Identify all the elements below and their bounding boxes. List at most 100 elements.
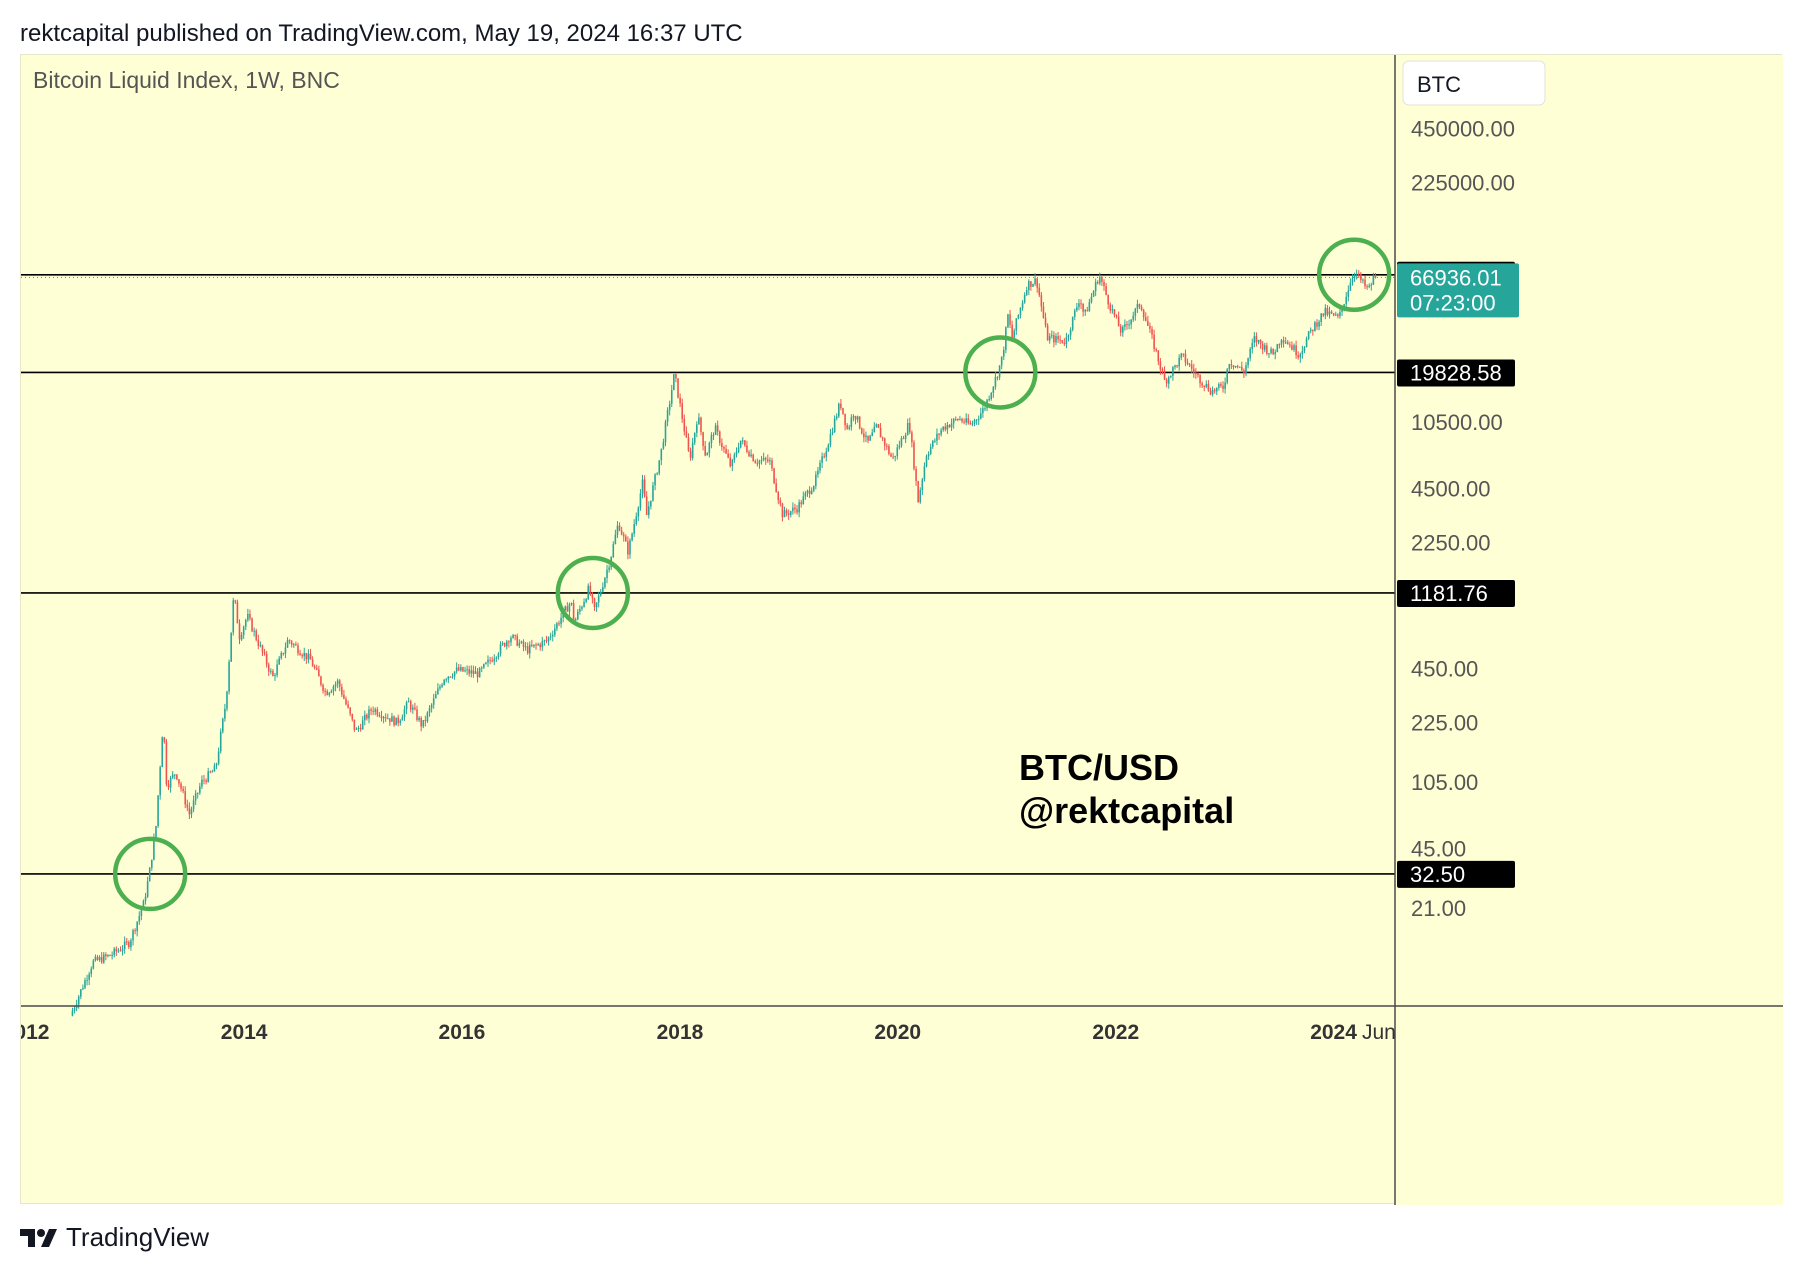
candle-body [934,440,936,442]
candle-298 [693,432,696,445]
candle-316 [731,458,734,472]
highlight-circle-2 [963,335,1038,410]
candle-584 [1291,341,1293,351]
candle-535 [1188,362,1191,367]
candle-492 [1099,272,1101,286]
candle-36 [146,876,149,898]
level-badge-value: 1181.76 [1410,581,1488,606]
candle-302 [702,431,704,451]
candle-367 [838,402,840,418]
candle-body [205,780,207,782]
candle-563 [1247,357,1249,369]
candle-body [88,974,90,980]
candle-body [1224,382,1226,389]
candle-body [1192,368,1195,374]
candle-392 [890,452,892,458]
candle-body [434,694,437,699]
candle-body [1345,296,1348,305]
candle-body [1353,274,1356,279]
candle-body [251,618,253,632]
candle-body [476,671,479,678]
candle-381 [867,435,869,444]
candle-body [480,667,483,669]
candle-54 [184,786,187,809]
candle-162 [409,699,412,713]
candle-body [222,718,224,732]
price-chart[interactable]: Bitcoin Liquid Index, 1W, BNC BTC/USD @r… [3,55,1783,1205]
candle-384 [873,422,876,433]
candle-543 [1205,380,1208,389]
candle-371 [846,423,848,430]
candle-408 [923,462,926,482]
chart-frame[interactable]: Bitcoin Liquid Index, 1W, BNC BTC/USD @r… [3,54,1783,1205]
candle-551 [1222,381,1224,393]
candle-131 [345,696,347,706]
candle-601 [1326,305,1329,317]
candle-body [514,635,516,637]
candle-body [1105,286,1107,295]
candle-body [240,634,243,640]
candle-513 [1142,308,1145,321]
candle-body [810,490,813,494]
candle-body [113,948,116,956]
candle-body [1182,353,1185,355]
candle-429 [967,414,970,425]
candle-598 [1320,313,1322,326]
candle-440 [990,392,993,401]
candle-580 [1282,336,1285,348]
candle-body [1362,279,1364,281]
candle-545 [1209,387,1212,396]
candle-250 [593,597,596,611]
candle-251 [595,602,598,612]
candle-body [643,479,646,497]
candle-358 [819,459,821,474]
candle-208 [505,639,508,650]
candle-414 [936,428,938,446]
candle-body [336,680,339,685]
symbol-box[interactable] [1402,60,1546,106]
candle-11 [94,954,97,962]
candle-542 [1203,385,1206,392]
candle-body [685,431,688,438]
candle-182 [451,673,454,679]
candle-body [1073,310,1076,317]
candle-body [207,771,209,782]
candle-body [299,653,301,656]
candle-198 [485,661,487,665]
candle-body [602,587,604,592]
candle-530 [1178,354,1180,371]
candle-196 [480,666,483,672]
candle-232 [556,621,558,632]
price-axis[interactable]: 900000.00450000.00225000.0010500.004500.… [1394,55,1783,1205]
candle-72 [222,717,224,734]
tradingview-logo[interactable]: TradingView [20,1222,209,1253]
candle-449 [1009,309,1011,329]
candle-422 [952,417,955,429]
candle-127 [336,678,339,689]
candle-body [670,390,673,404]
candle-399 [904,432,907,444]
candle-body [858,416,861,429]
candle-body [1205,383,1208,387]
candle-426 [961,417,963,424]
candle-body [911,432,913,443]
candle-body [821,456,823,463]
candle-463 [1038,283,1041,298]
candle-499 [1113,309,1116,318]
candle-body [1339,311,1341,317]
candle-body [1065,337,1068,345]
candle-348 [798,499,800,518]
candle-body [656,473,658,475]
symbol-selector[interactable]: BTC [1402,60,1546,106]
candle-body [1032,284,1034,287]
candle-body [215,763,218,766]
candle-155 [395,717,397,726]
candle-body [86,979,88,981]
candle-179 [445,677,448,683]
candle-49 [173,774,176,780]
candle-135 [353,719,356,733]
candle-590 [1303,346,1306,354]
candle-581 [1284,337,1287,344]
candle-body [445,679,448,681]
